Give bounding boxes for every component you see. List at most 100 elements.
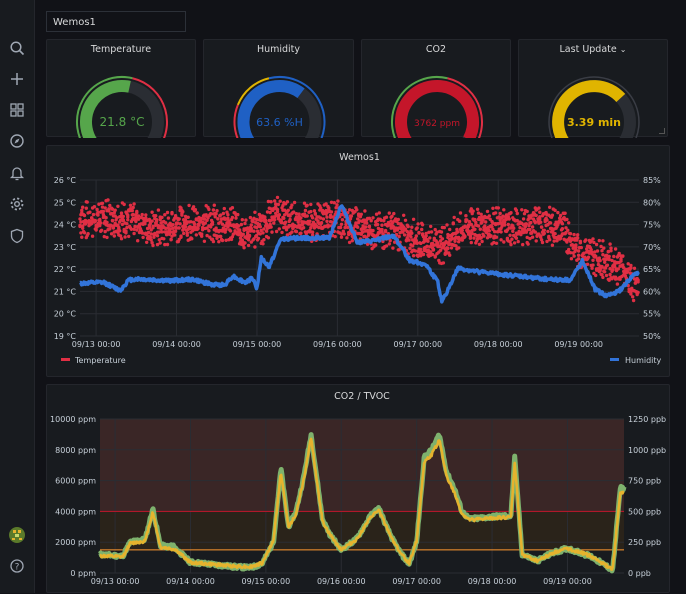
temperature-point — [110, 207, 115, 211]
temperature-point — [160, 215, 164, 220]
temperature-point — [93, 219, 97, 223]
explore-icon[interactable] — [5, 130, 29, 152]
temperature-point — [154, 218, 159, 222]
temperature-point — [631, 298, 636, 303]
temperature-point — [106, 198, 110, 202]
temperature-point — [234, 216, 238, 220]
temperature-point — [603, 270, 607, 274]
temperature-point — [144, 213, 148, 217]
dashboard-title[interactable]: Wemos1 — [46, 11, 186, 32]
temperature-panel[interactable]: Temperature 21.8 °C — [46, 39, 196, 138]
temperature-point — [574, 243, 578, 247]
shield-icon[interactable] — [5, 225, 29, 247]
temperature-point — [380, 223, 384, 227]
temperature-point — [327, 224, 331, 228]
temperature-point — [243, 241, 247, 245]
last-update-panel-title[interactable]: Last Update ⌄ — [519, 44, 667, 55]
temperature-point — [589, 248, 593, 252]
temperature-point — [456, 230, 460, 234]
y-left-tick-label: 0 ppm — [70, 569, 96, 578]
temperature-point — [601, 253, 605, 257]
temperature-point — [288, 214, 292, 218]
chevron-down-icon[interactable]: ⌄ — [619, 45, 627, 54]
y-left-tick-label: 26 °C — [54, 176, 77, 185]
user-avatar[interactable] — [5, 524, 29, 546]
temperature-point — [307, 222, 311, 226]
y-left-tick-label: 6000 ppm — [55, 477, 96, 486]
alerting-icon[interactable] — [5, 162, 29, 184]
temperature-point — [493, 211, 498, 215]
help-icon[interactable]: ? — [5, 555, 29, 577]
temperature-point — [216, 217, 220, 221]
temperature-point — [148, 235, 152, 239]
wemos1-chart-panel[interactable]: Wemos1 19 °C 20 °C 21 °C 22 °C 23 °C 24 °C 25 °… — [46, 145, 670, 377]
temperature-point — [529, 220, 533, 225]
temperature-point — [242, 246, 246, 250]
temperature-point — [81, 224, 85, 228]
temperature-point — [514, 208, 519, 213]
temperature-point — [539, 220, 543, 224]
temperature-point — [548, 238, 552, 242]
resize-handle[interactable] — [659, 128, 665, 134]
temperature-point — [548, 205, 552, 209]
temperature-point — [292, 223, 297, 228]
temperature-point — [410, 225, 414, 229]
temperature-point — [576, 249, 581, 253]
temperature-gauge-fill — [80, 80, 131, 138]
temperature-point — [367, 216, 372, 220]
temperature-point — [262, 238, 266, 242]
y-right-tick-label: 85% — [643, 176, 661, 185]
temperature-point — [286, 208, 290, 212]
temperature-point — [202, 217, 207, 221]
last-update-panel[interactable]: Last Update ⌄ 3.39 min — [518, 39, 668, 138]
temperature-point — [413, 249, 418, 253]
temperature-point — [528, 236, 532, 241]
temperature-point — [530, 235, 535, 239]
temperature-point — [632, 266, 637, 270]
temperature-point — [209, 212, 213, 216]
temperature-point — [309, 226, 313, 230]
temperature-point — [619, 259, 623, 263]
temperature-point — [564, 226, 568, 230]
temperature-point — [136, 217, 141, 221]
temperature-point — [230, 235, 235, 239]
x-tick-label: 09/17 00:00 — [392, 577, 441, 586]
y-right-tick-label: 0 ppb — [628, 569, 651, 578]
temperature-point — [338, 225, 343, 230]
temperature-point — [550, 213, 555, 217]
temperature-point — [155, 234, 160, 238]
temperature-point — [576, 253, 581, 257]
temperature-point — [325, 210, 329, 215]
temperature-point — [473, 227, 477, 231]
plus-icon[interactable] — [5, 68, 29, 90]
dashboards-icon[interactable] — [5, 99, 29, 121]
temperature-point — [243, 221, 247, 226]
co2-panel[interactable]: CO2 3762 ppm — [361, 39, 511, 138]
temperature-point — [101, 209, 106, 214]
temperature-point — [416, 222, 420, 226]
temperature-point — [202, 239, 207, 243]
co2-tvoc-chart-panel[interactable]: CO2 / TVOC 0 ppm 2000 ppm 4000 ppm 6000 ppm 8… — [46, 384, 670, 593]
temperature-point — [207, 229, 211, 233]
temperature-point — [350, 239, 354, 243]
search-icon[interactable] — [5, 37, 29, 59]
temperature-point — [173, 214, 178, 218]
temperature-point — [479, 212, 483, 216]
temperature-point — [471, 209, 475, 213]
temperature-point — [328, 213, 333, 217]
temperature-point — [467, 231, 472, 235]
temperature-point — [164, 221, 168, 225]
temperature-point — [491, 227, 495, 232]
y-right-tick-label: 1000 ppb — [628, 446, 666, 455]
configuration-icon[interactable] — [5, 193, 29, 215]
temperature-point — [468, 234, 473, 238]
temperature-point — [150, 219, 154, 223]
temperature-point — [593, 250, 597, 254]
temperature-point — [171, 223, 175, 227]
temperature-point — [339, 222, 344, 226]
temperature-point — [244, 218, 248, 222]
temperature-point — [415, 241, 419, 245]
humidity-panel[interactable]: Humidity 63.6 %H — [203, 39, 354, 138]
tvoc-series-line — [99, 437, 625, 571]
temperature-point — [522, 212, 527, 216]
